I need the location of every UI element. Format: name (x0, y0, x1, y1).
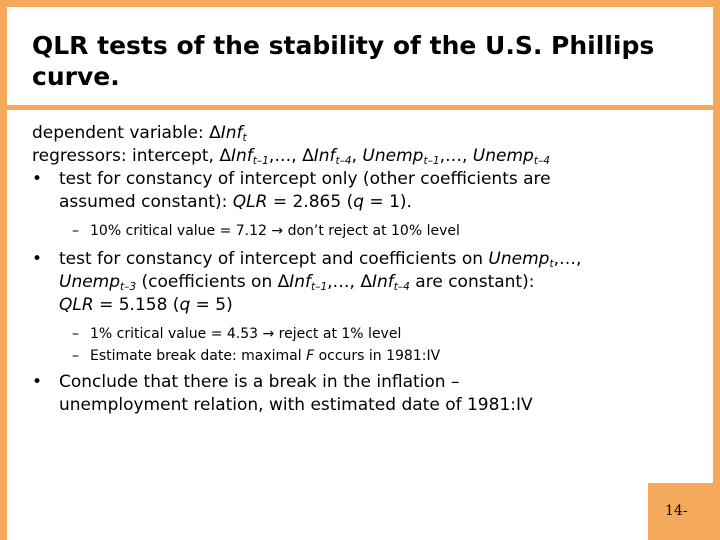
slide-body: dependent variable: ΔInft regressors: in… (32, 122, 692, 417)
bullet-marker: • (32, 372, 43, 392)
bullet-marker: • (32, 169, 43, 189)
sub-bullet-marker: – (72, 223, 79, 239)
slide-frame-left (0, 0, 7, 540)
bullet-marker: • (32, 249, 43, 269)
bullet-intercept-coeff-test: • test for constancy of intercept and co… (32, 249, 582, 315)
title-divider (7, 105, 713, 110)
regressors-line: regressors: intercept, ΔInft–1,…, ΔInft–… (32, 146, 550, 167)
slide-frame-right (713, 0, 720, 540)
sub-bullet-marker: – (72, 326, 79, 342)
slide-title: QLR tests of the stability of the U.S. P… (32, 31, 655, 91)
bullet-conclusion: • Conclude that there is a break in the … (32, 372, 533, 415)
slide-frame-top (0, 0, 720, 7)
bullet-intercept-test: • test for constancy of intercept only (… (32, 169, 551, 212)
page-number: 14- (665, 503, 688, 519)
sub-bullet-break-date: – Estimate break date: maximal F occurs … (32, 345, 692, 367)
page-number-badge: 14- (648, 483, 713, 540)
dependent-variable-line: dependent variable: ΔInft (32, 123, 247, 144)
sub-bullet-critical-1: – 1% critical value = 4.53 → reject at 1… (32, 323, 692, 345)
sub-bullet-marker: – (72, 348, 79, 364)
sub-bullet-critical-10: – 10% critical value = 7.12 → don’t reje… (32, 220, 692, 242)
